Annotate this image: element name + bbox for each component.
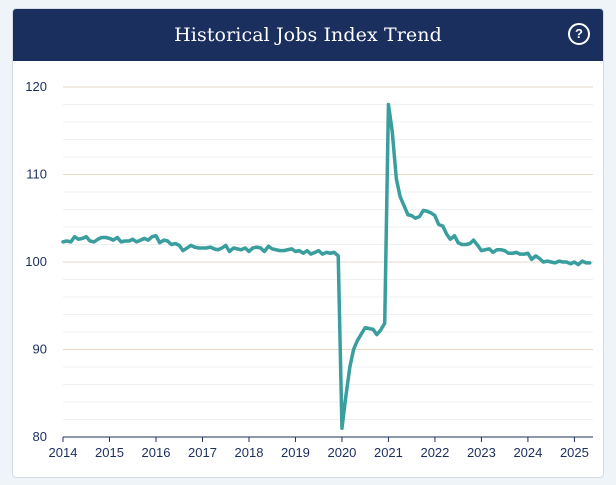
x-tick-label: 2015 [95, 445, 124, 460]
x-tick-label: 2023 [467, 445, 496, 460]
y-axis: 80 90 100 110 120 [25, 79, 47, 444]
x-tick-label: 2024 [513, 445, 542, 460]
y-tick-label: 120 [25, 79, 47, 94]
x-tick-label: 2014 [49, 445, 78, 460]
chart-header: Historical Jobs Index Trend ? [13, 9, 603, 61]
y-tick-label: 100 [25, 254, 47, 269]
grid-lines [63, 86, 593, 438]
x-tick-label: 2017 [188, 445, 217, 460]
y-tick-label: 110 [26, 167, 47, 182]
series-line [61, 102, 592, 430]
question-circle-icon[interactable]: ? [568, 23, 590, 45]
chart-title: Historical Jobs Index Trend [174, 24, 442, 46]
x-tick-label: 2018 [235, 445, 264, 460]
chart-card: Historical Jobs Index Trend ? 80 90 100 110… [12, 8, 604, 478]
x-tick-label: 2022 [420, 445, 449, 460]
y-tick-label: 90 [33, 342, 47, 357]
x-tick-label: 2021 [374, 445, 403, 460]
x-tick-label: 2019 [281, 445, 310, 460]
x-axis: 2014 2015 2016 2017 2018 2019 2020 2021 2022 2023… [49, 436, 593, 460]
x-tick-label: 2016 [142, 445, 171, 460]
x-tick-label: 2025 [560, 445, 589, 460]
y-tick-label: 80 [33, 429, 47, 444]
x-tick-label: 2020 [327, 445, 356, 460]
series-group [61, 102, 592, 430]
